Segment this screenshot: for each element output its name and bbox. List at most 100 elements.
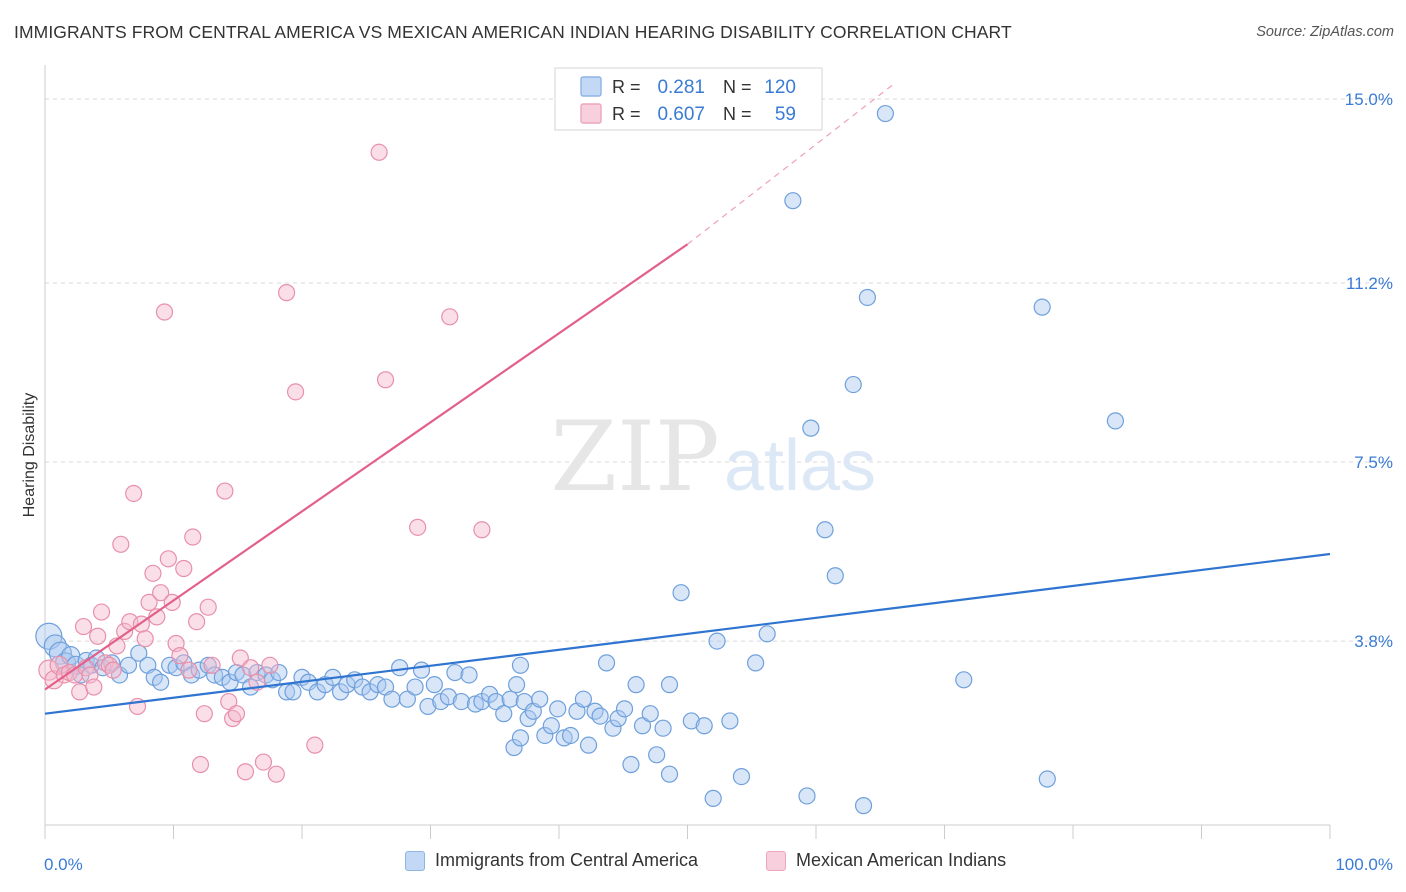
data-point-mexican-american-indian: [242, 659, 260, 677]
data-point-central-america: [487, 692, 505, 711]
data-point-central-america: [549, 700, 567, 718]
watermark-zip: ZIP: [550, 401, 719, 513]
data-point-central-america: [798, 787, 816, 805]
data-point-central-america: [505, 738, 523, 757]
data-point-central-america: [419, 697, 437, 716]
data-point-mexican-american-indian: [49, 655, 69, 675]
data-point-central-america: [130, 644, 148, 662]
data-point-central-america: [406, 678, 424, 696]
data-point-mexican-american-indian: [152, 584, 170, 602]
data-point-central-america: [35, 622, 63, 650]
data-point-mexican-american-indian: [159, 550, 177, 568]
data-point-central-america: [383, 690, 401, 708]
r-label: R =: [612, 77, 641, 97]
data-point-central-america: [784, 192, 802, 210]
data-point-mexican-american-indian: [44, 670, 64, 690]
data-point-central-america: [119, 656, 138, 674]
data-point-central-america: [452, 692, 470, 711]
data-point-central-america: [542, 717, 560, 735]
data-point-central-america: [854, 797, 873, 815]
data-point-mexican-american-indian: [38, 659, 60, 681]
data-point-central-america: [609, 709, 627, 728]
data-point-central-america: [622, 755, 640, 774]
data-point-mexican-american-indian: [92, 603, 111, 621]
legend-item-mexican-american-indians[interactable]: Mexican American Indians: [766, 850, 1006, 871]
data-point-central-america: [615, 700, 634, 718]
data-point-mexican-american-indian: [277, 284, 296, 302]
legend-label-central-america: Immigrants from Central America: [435, 850, 699, 870]
data-point-central-america: [460, 666, 478, 684]
data-point-central-america: [732, 768, 751, 786]
data-point-central-america: [561, 726, 580, 745]
data-point-central-america: [1033, 298, 1051, 316]
y-tick-label: 7.5%: [1354, 453, 1393, 472]
data-point-central-america: [270, 663, 288, 682]
legend-swatch-pink: [766, 850, 786, 871]
data-point-mexican-american-indian: [227, 705, 246, 723]
data-point-mexican-american-indian: [261, 656, 279, 674]
data-point-central-america: [747, 654, 765, 672]
data-point-central-america: [826, 567, 844, 585]
source-label: Source: ZipAtlas.com: [1256, 24, 1394, 40]
data-point-mexican-american-indian: [286, 383, 305, 401]
y-axis-label: Hearing Disability: [21, 393, 38, 518]
legend-item-central-america[interactable]: Immigrants from Central America: [405, 850, 698, 871]
data-point-mexican-american-indian: [155, 303, 174, 321]
data-point-central-america: [574, 690, 593, 708]
data-point-mexican-american-indian: [85, 678, 103, 696]
r-value: 0.281: [657, 77, 705, 98]
data-point-central-america: [501, 690, 519, 708]
data-point-central-america: [641, 705, 659, 723]
data-point-central-america: [721, 712, 739, 730]
data-point-central-america: [876, 104, 894, 123]
data-point-central-america: [152, 673, 170, 691]
data-point-mexican-american-indian: [254, 753, 273, 771]
data-point-central-america: [398, 690, 416, 708]
data-point-mexican-american-indian: [180, 661, 198, 679]
stats-swatch-pink: [580, 103, 602, 124]
data-point-central-america: [695, 717, 713, 735]
data-point-central-america: [511, 656, 530, 674]
data-point-central-america: [412, 661, 431, 679]
data-point-central-america: [391, 659, 409, 677]
data-point-central-america: [758, 625, 776, 643]
data-point-central-america: [654, 719, 672, 737]
watermark-atlas: atlas: [724, 426, 876, 506]
data-point-central-america: [627, 676, 645, 694]
trend-line-mexican-american-indian: [44, 243, 689, 691]
data-point-mexican-american-indian: [267, 765, 285, 783]
legend-label-mexican-american-indians: Mexican American Indians: [796, 850, 1007, 870]
data-point-central-america: [633, 717, 652, 735]
data-point-central-america: [1106, 412, 1125, 430]
y-tick-label: 3.8%: [1354, 632, 1393, 651]
trend-line-central-america: [44, 552, 1331, 715]
stats-swatch-blue: [580, 76, 602, 97]
data-point-central-america: [604, 719, 622, 737]
data-point-mexican-american-indian: [104, 661, 122, 679]
data-point-mexican-american-indian: [144, 564, 162, 582]
n-label: N =: [723, 77, 752, 97]
data-point-mexican-american-indian: [188, 613, 206, 631]
data-point-mexican-american-indian: [473, 521, 491, 539]
data-point-mexican-american-indian: [140, 593, 158, 611]
data-point-central-america: [704, 789, 722, 807]
data-point-mexican-american-indian: [195, 705, 213, 723]
data-point-central-america: [955, 671, 973, 689]
data-point-central-america: [579, 736, 598, 754]
data-point-central-america: [531, 690, 549, 708]
data-point-mexican-american-indian: [116, 622, 134, 641]
r-value: 0.607: [657, 104, 705, 125]
legend-swatch-blue: [405, 850, 425, 871]
data-point-central-america: [511, 729, 530, 747]
data-point-central-america: [660, 765, 679, 783]
data-point-central-america: [199, 656, 217, 674]
data-point-central-america: [672, 584, 690, 602]
data-point-mexican-american-indian: [112, 535, 130, 553]
data-point-central-america: [597, 654, 616, 672]
data-point-mexican-american-indian: [171, 647, 189, 665]
data-point-central-america: [586, 702, 604, 720]
data-point-mexican-american-indian: [175, 559, 193, 578]
data-point-central-america: [425, 676, 443, 694]
data-point-central-america: [103, 654, 121, 672]
